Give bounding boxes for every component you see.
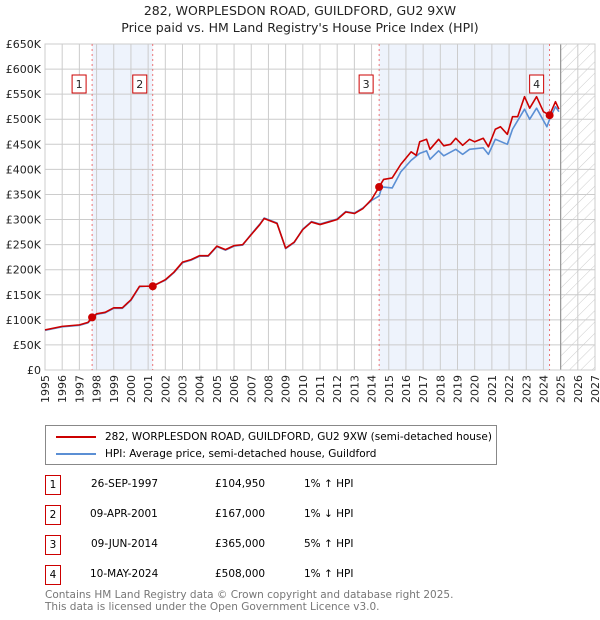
price: £167,000 xyxy=(215,508,266,520)
x-tick-label: 2007 xyxy=(245,375,258,403)
x-tick-label: 1996 xyxy=(56,375,69,403)
x-tick-label: 2016 xyxy=(400,375,413,403)
x-tick-label: 2018 xyxy=(434,375,447,403)
legend-swatch-blue xyxy=(56,453,96,455)
y-tick-label: £600K xyxy=(6,63,42,76)
sale-label-box xyxy=(132,74,148,94)
sale-label-box xyxy=(71,74,87,94)
x-tick-label: 2012 xyxy=(331,375,344,403)
x-tick-label: 2025 xyxy=(555,375,568,403)
x-tick-label: 2013 xyxy=(348,375,361,403)
chart-title: 282, WORPLESDON ROAD, GUILDFORD, GU2 9XW xyxy=(143,3,457,18)
y-tick-label: £650K xyxy=(6,38,42,51)
date: 09-JUN-2014 xyxy=(91,538,158,550)
sale-point xyxy=(545,111,554,120)
x-tick-label: 1995 xyxy=(39,375,52,403)
price: £508,000 xyxy=(215,568,266,580)
transaction-row: 1 26-SEP-1997 £104,950 1% ↑ HPI xyxy=(45,475,465,495)
date: 10-MAY-2024 xyxy=(90,568,159,580)
date: 09-APR-2001 xyxy=(90,508,158,520)
x-tick-label: 1997 xyxy=(73,375,86,403)
sale-point xyxy=(88,313,97,322)
x-tick-label: 2014 xyxy=(366,375,379,403)
sale-period-shade xyxy=(379,44,550,370)
hpi-delta: 1% ↓ HPI xyxy=(304,508,354,520)
sale-label-box xyxy=(358,74,374,94)
date: 26-SEP-1997 xyxy=(91,478,159,490)
sale-label-box xyxy=(529,74,545,94)
x-tick-label: 2020 xyxy=(469,375,482,403)
transaction-row: 2 09-APR-2001 £167,000 1% ↓ HPI xyxy=(45,505,465,525)
x-tick-label: 2001 xyxy=(142,375,155,403)
sale-label: 2 xyxy=(136,78,143,91)
x-tick-label: 2023 xyxy=(520,375,533,403)
x-tick-label: 2015 xyxy=(383,375,396,403)
chart-subtitle: Price paid vs. HM Land Registry's House … xyxy=(121,20,479,35)
x-tick-label: 2027 xyxy=(589,375,600,403)
x-tick-label: 2002 xyxy=(159,375,172,403)
marker-badge: 4 xyxy=(45,565,61,585)
hpi-delta: 1% ↑ HPI xyxy=(304,568,354,580)
x-tick-label: 2009 xyxy=(280,375,293,403)
x-tick-label: 2000 xyxy=(125,375,138,403)
price: £365,000 xyxy=(215,538,266,550)
transaction-row: 4 10-MAY-2024 £508,000 1% ↑ HPI xyxy=(45,565,465,585)
marker-badge: 1 xyxy=(45,475,61,495)
footer-licence: This data is licensed under the Open Gov… xyxy=(45,601,380,613)
x-tick-label: 2003 xyxy=(177,375,190,403)
sale-label: 4 xyxy=(533,78,540,91)
legend-item-hpi: HPI: Average price, semi-detached house,… xyxy=(56,446,376,462)
x-tick-label: 2022 xyxy=(503,375,516,403)
y-tick-label: £350K xyxy=(6,188,42,201)
sale-point xyxy=(375,182,384,191)
y-tick-label: £300K xyxy=(6,214,42,227)
legend-item-property: 282, WORPLESDON ROAD, GUILDFORD, GU2 9XW… xyxy=(56,429,492,445)
legend: 282, WORPLESDON ROAD, GUILDFORD, GU2 9XW… xyxy=(45,425,497,465)
marker-badge: 2 xyxy=(45,505,61,525)
plot-frame xyxy=(44,43,596,371)
sale-point xyxy=(148,282,157,291)
x-tick-label: 1998 xyxy=(91,375,104,403)
sale-label: 1 xyxy=(76,78,83,91)
sale-period-shade xyxy=(92,44,153,370)
y-tick-label: £250K xyxy=(6,239,42,252)
legend-swatch-red xyxy=(56,436,96,438)
y-tick-label: £550K xyxy=(6,88,42,101)
sale-label: 3 xyxy=(363,78,370,91)
x-tick-label: 2010 xyxy=(297,375,310,403)
x-tick-label: 2005 xyxy=(211,375,224,403)
x-tick-label: 2019 xyxy=(452,375,465,403)
x-tick-label: 2024 xyxy=(537,375,550,403)
x-tick-label: 2008 xyxy=(262,375,275,403)
x-tick-label: 1999 xyxy=(108,375,121,403)
footer-copyright: Contains HM Land Registry data © Crown c… xyxy=(45,589,454,601)
y-tick-label: £150K xyxy=(6,289,42,302)
x-tick-label: 2026 xyxy=(572,375,585,403)
legend-label: 282, WORPLESDON ROAD, GUILDFORD, GU2 9XW… xyxy=(105,431,492,443)
x-tick-label: 2006 xyxy=(228,375,241,403)
hpi-delta: 5% ↑ HPI xyxy=(304,538,354,550)
y-tick-label: £450K xyxy=(6,138,42,151)
legend-label: HPI: Average price, semi-detached house,… xyxy=(105,448,377,460)
hpi-delta: 1% ↑ HPI xyxy=(304,478,354,490)
y-tick-label: £50K xyxy=(13,339,42,352)
y-tick-label: £100K xyxy=(6,314,42,327)
marker-badge: 3 xyxy=(45,535,61,555)
x-tick-label: 2017 xyxy=(417,375,430,403)
y-tick-label: £400K xyxy=(6,163,42,176)
x-tick-label: 2021 xyxy=(486,375,499,403)
y-tick-label: £200K xyxy=(6,264,42,277)
x-tick-label: 2004 xyxy=(194,375,207,403)
x-tick-label: 2011 xyxy=(314,375,327,403)
price-chart: 1995 1996 1997 1998 1999 2000 2001 2002 2003 2004… xyxy=(6,38,600,403)
y-tick-label: £0 xyxy=(27,364,41,377)
price: £104,950 xyxy=(215,478,266,490)
y-tick-label: £500K xyxy=(6,113,42,126)
transaction-row: 3 09-JUN-2014 £365,000 5% ↑ HPI xyxy=(45,535,465,555)
